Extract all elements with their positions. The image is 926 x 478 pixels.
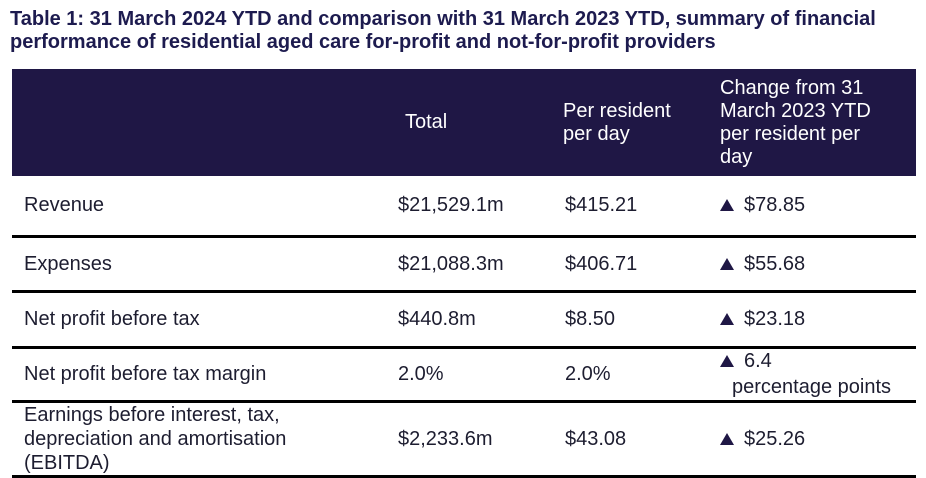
header-row: Total Per resident per day Change from 3… bbox=[12, 69, 916, 176]
row-change-cell: $55.68 bbox=[720, 236, 916, 291]
table-header: Total Per resident per day Change from 3… bbox=[12, 69, 916, 176]
change-value: $25.26 bbox=[744, 427, 806, 450]
header-per-resident-per-day-label: Per resident per day bbox=[563, 99, 671, 145]
header-change-label: Change from 31 March 2023 YTD per reside… bbox=[720, 76, 871, 168]
header-blank-cell bbox=[12, 69, 398, 176]
row-change-cell: $23.18 bbox=[720, 291, 916, 347]
header-change: Change from 31 March 2023 YTD per reside… bbox=[720, 69, 916, 176]
row-change-cell: $25.26 bbox=[720, 401, 916, 476]
row-label: Earnings before interest, tax, depreciat… bbox=[24, 403, 287, 474]
row-per-resident-value: 2.0% bbox=[565, 363, 611, 385]
change-suffix: percentage points bbox=[732, 376, 892, 398]
row-total-value: $21,088.3m bbox=[398, 252, 504, 275]
row-label: Net profit before tax bbox=[24, 308, 200, 330]
row-total-value: 2.0% bbox=[398, 363, 444, 385]
row-change-cell: $78.85 bbox=[720, 176, 916, 236]
table-row: Net profit before tax $440.8m $8.50 $23.… bbox=[12, 291, 916, 347]
header-total-label: Total bbox=[405, 111, 448, 133]
table-row: Expenses $21,088.3m $406.71 $55.68 bbox=[12, 236, 916, 291]
up-triangle-icon bbox=[720, 313, 734, 325]
change-value: 6.4 bbox=[744, 350, 772, 372]
financial-table: Total Per resident per day Change from 3… bbox=[12, 69, 916, 478]
row-per-resident-value: $415.21 bbox=[565, 194, 638, 217]
change-line: $25.26 bbox=[720, 427, 916, 451]
row-label: Expenses bbox=[24, 252, 112, 275]
row-total-value: $440.8m bbox=[398, 308, 476, 330]
row-label: Net profit before tax margin bbox=[24, 363, 267, 385]
row-total-value: $21,529.1m bbox=[398, 194, 504, 217]
up-triangle-icon bbox=[720, 432, 734, 445]
up-triangle-icon bbox=[720, 199, 734, 212]
header-per-resident-per-day: Per resident per day bbox=[563, 69, 720, 176]
change-line: $78.85 bbox=[720, 193, 916, 217]
row-total-value: $2,233.6m bbox=[398, 427, 493, 450]
change-line: $55.68 bbox=[720, 252, 916, 276]
table-title: Table 1: 31 March 2024 YTD and compariso… bbox=[10, 8, 876, 53]
row-per-resident-value: $406.71 bbox=[565, 252, 638, 275]
row-per-resident-value: $43.08 bbox=[565, 427, 627, 450]
table-body: Revenue $21,529.1m $415.21 $78.85 Expens… bbox=[12, 176, 916, 476]
table-row: Net profit before tax margin 2.0% 2.0% 6… bbox=[12, 347, 916, 401]
header-total: Total bbox=[398, 69, 563, 176]
row-label: Revenue bbox=[24, 194, 105, 217]
row-per-resident-value: $8.50 bbox=[565, 308, 616, 330]
up-triangle-icon bbox=[720, 257, 734, 270]
up-triangle-icon bbox=[720, 355, 734, 367]
table-row: Revenue $21,529.1m $415.21 $78.85 bbox=[12, 176, 916, 236]
change-line: 6.4 bbox=[720, 349, 916, 373]
change-value: $78.85 bbox=[744, 194, 806, 217]
change-value: $55.68 bbox=[744, 252, 806, 275]
change-value: $23.18 bbox=[744, 308, 806, 330]
row-change-cell: 6.4 percentage points bbox=[720, 347, 916, 401]
table-row: Earnings before interest, tax, depreciat… bbox=[12, 401, 916, 476]
page: Table 1: 31 March 2024 YTD and compariso… bbox=[0, 8, 926, 478]
change-line: $23.18 bbox=[720, 307, 916, 331]
